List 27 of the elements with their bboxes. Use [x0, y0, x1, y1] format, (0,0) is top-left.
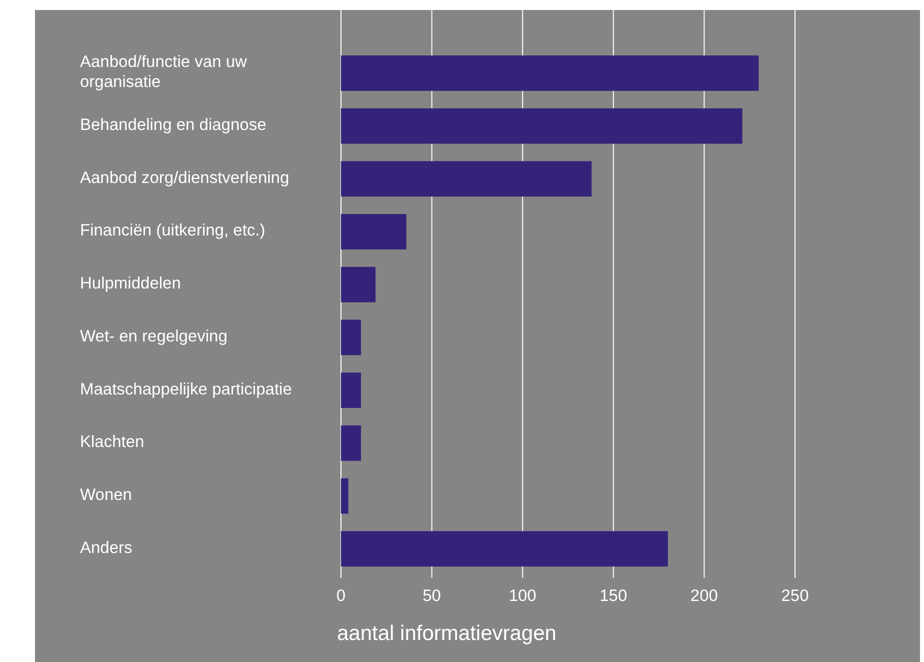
y-tick-label: Klachten	[80, 433, 144, 452]
x-axis-title: aantal informatievragen	[337, 622, 556, 645]
x-tick-label: 50	[422, 587, 441, 605]
x-tick-label: 250	[781, 587, 809, 605]
bar	[341, 531, 668, 567]
x-tick-label: 200	[690, 587, 718, 605]
bar	[341, 320, 361, 356]
y-tick-label: Wonen	[80, 486, 132, 504]
x-tick-label: 100	[508, 587, 536, 605]
y-tick-label: Maatschappelijke participatie	[80, 380, 292, 399]
bar	[341, 425, 361, 461]
bar	[341, 161, 592, 197]
y-tick-label: Aanbod zorg/dienstverlening	[80, 169, 290, 188]
y-tick-label: Anders	[80, 539, 132, 558]
bar	[341, 478, 348, 514]
bar	[341, 266, 376, 302]
y-tick-label: Behandeling en diagnose	[80, 116, 266, 134]
y-tick-label: Wet- en regelgeving	[80, 328, 228, 346]
bar	[341, 55, 759, 91]
bar	[341, 372, 361, 408]
y-tick-label: Aanbod/functie van uw organisatie	[80, 54, 248, 92]
y-tick-label: Hulpmiddelen	[80, 274, 181, 293]
x-tick-label: 0	[336, 587, 346, 605]
y-tick-label: Financiën (uitkering, etc.)	[80, 222, 266, 240]
bar	[341, 214, 406, 250]
x-tick-label: 150	[600, 587, 628, 605]
bar	[341, 108, 742, 144]
